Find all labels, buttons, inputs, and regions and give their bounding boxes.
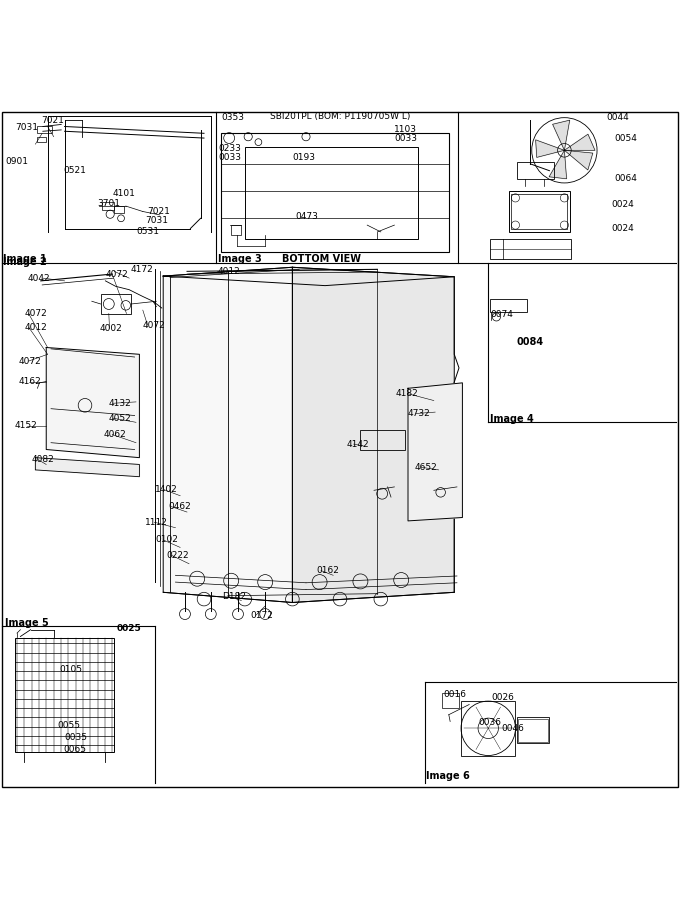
Text: 0024: 0024: [611, 200, 634, 209]
Bar: [517, 717, 549, 743]
Text: 0102: 0102: [155, 536, 178, 545]
Text: 0222: 0222: [167, 551, 189, 560]
Text: 0084: 0084: [517, 337, 544, 347]
Text: 4182: 4182: [396, 389, 418, 398]
Text: 0024: 0024: [611, 224, 634, 233]
Text: 7031: 7031: [146, 216, 169, 225]
Text: 0462: 0462: [169, 503, 191, 512]
Bar: [15, 638, 114, 752]
Text: Image 1: Image 1: [3, 254, 47, 264]
Polygon shape: [536, 140, 564, 157]
Bar: [461, 701, 515, 755]
Bar: [231, 225, 241, 236]
Text: 4732: 4732: [408, 409, 430, 418]
Text: 0054: 0054: [614, 134, 637, 143]
Text: 0064: 0064: [614, 174, 637, 183]
Text: 4162: 4162: [19, 377, 41, 386]
Text: 0065: 0065: [63, 745, 86, 754]
Bar: [102, 202, 114, 210]
Text: 0074: 0074: [490, 310, 513, 319]
Text: 0193: 0193: [292, 154, 316, 163]
Text: 0033: 0033: [394, 134, 418, 143]
Text: Image 5: Image 5: [5, 618, 48, 628]
Polygon shape: [35, 458, 139, 476]
Bar: [442, 693, 459, 708]
Bar: [518, 719, 548, 742]
Text: 7021: 7021: [41, 116, 64, 125]
Polygon shape: [553, 120, 570, 150]
Polygon shape: [408, 383, 462, 521]
Text: 0233: 0233: [218, 145, 241, 154]
Bar: [245, 147, 418, 239]
Text: 0046: 0046: [501, 724, 524, 733]
Bar: [37, 126, 52, 133]
Polygon shape: [549, 150, 566, 179]
Bar: [221, 133, 449, 253]
Text: 0531: 0531: [136, 227, 159, 236]
Text: 0105: 0105: [60, 665, 83, 674]
Bar: [490, 298, 527, 312]
Text: 0035: 0035: [65, 733, 88, 742]
Text: 4101: 4101: [112, 189, 135, 198]
Text: 0901: 0901: [5, 156, 29, 165]
Polygon shape: [163, 267, 292, 602]
Bar: [509, 191, 570, 232]
Text: 0016: 0016: [443, 690, 466, 699]
Text: 4072: 4072: [24, 309, 47, 318]
Text: Image 6: Image 6: [426, 770, 470, 780]
Bar: [490, 239, 571, 259]
Text: 4072: 4072: [143, 321, 165, 330]
Text: 4172: 4172: [131, 265, 153, 274]
Text: 4072: 4072: [105, 270, 128, 279]
Text: D182: D182: [222, 592, 245, 601]
Text: 1112: 1112: [145, 518, 168, 527]
Text: 7031: 7031: [16, 122, 39, 131]
Text: 4132: 4132: [109, 399, 131, 408]
Text: 4152: 4152: [15, 422, 37, 431]
Text: BOTTOM VIEW: BOTTOM VIEW: [282, 254, 361, 264]
Bar: [101, 295, 131, 314]
Text: 0044: 0044: [607, 113, 629, 122]
Text: 4062: 4062: [104, 430, 126, 439]
Polygon shape: [564, 150, 593, 170]
Text: 0055: 0055: [58, 721, 81, 730]
Text: 4012: 4012: [24, 323, 47, 332]
Text: Image 4: Image 4: [490, 414, 533, 424]
Text: 3701: 3701: [97, 199, 120, 208]
Polygon shape: [564, 134, 595, 150]
Text: Image 3: Image 3: [218, 254, 261, 264]
Bar: [37, 137, 46, 142]
Text: 7021: 7021: [148, 207, 171, 216]
Polygon shape: [163, 267, 454, 286]
Text: Image 2: Image 2: [3, 256, 47, 267]
Text: 0353: 0353: [221, 113, 244, 122]
Text: SBI20TPL (BOM: P1190705W L): SBI20TPL (BOM: P1190705W L): [270, 111, 410, 120]
Bar: [114, 206, 124, 213]
Text: 0033: 0033: [218, 154, 241, 163]
Text: 4052: 4052: [109, 414, 131, 423]
Bar: [511, 194, 567, 229]
Text: 4652: 4652: [415, 463, 437, 472]
Text: 0025: 0025: [117, 624, 141, 633]
Text: 4002: 4002: [100, 324, 122, 333]
Text: 4082: 4082: [32, 455, 54, 464]
Text: 1402: 1402: [155, 485, 177, 494]
Bar: [517, 162, 554, 179]
Text: 0172: 0172: [250, 611, 273, 620]
Text: 4142: 4142: [347, 440, 369, 449]
Text: 4072: 4072: [19, 357, 41, 366]
Text: 0521: 0521: [63, 166, 86, 175]
Text: 4042: 4042: [27, 273, 50, 282]
Polygon shape: [46, 348, 139, 458]
Bar: [360, 431, 405, 450]
Text: 4012: 4012: [218, 267, 240, 276]
Text: 0026: 0026: [491, 693, 514, 702]
Polygon shape: [292, 267, 454, 602]
Text: 0473: 0473: [296, 212, 319, 221]
Text: 0162: 0162: [316, 566, 339, 575]
Text: 1103: 1103: [394, 125, 418, 134]
Text: 0036: 0036: [478, 718, 501, 727]
